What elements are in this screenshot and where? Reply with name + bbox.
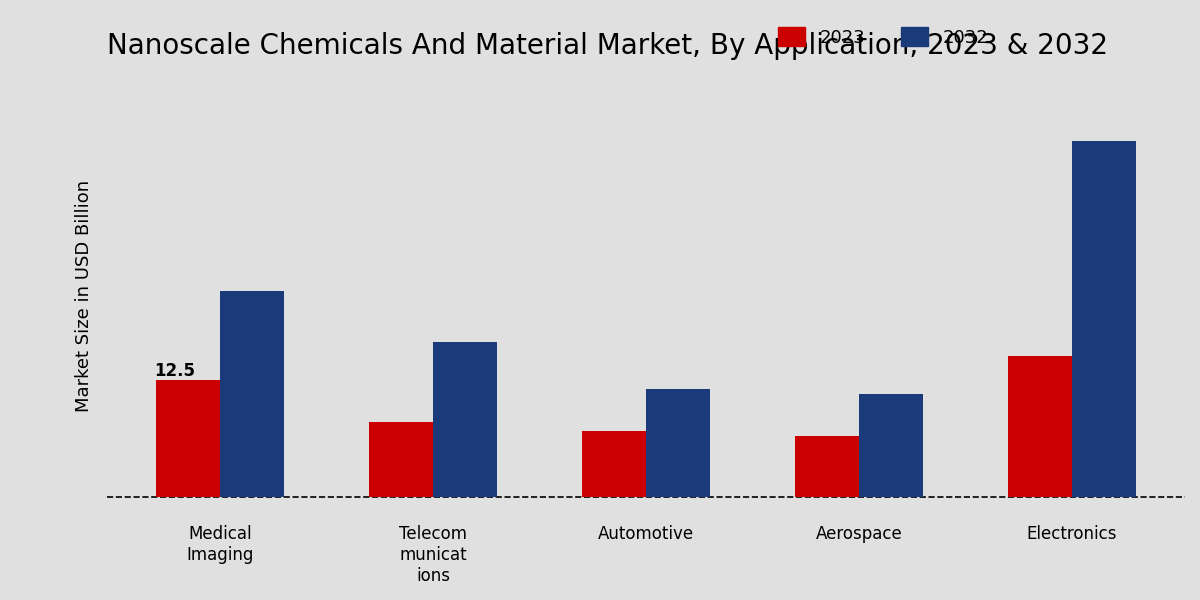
Bar <box>368 422 433 497</box>
Bar <box>796 436 859 497</box>
Y-axis label: Market Size in USD Billion: Market Size in USD Billion <box>74 179 94 412</box>
Text: Nanoscale Chemicals And Material Market, By Application, 2023 & 2032: Nanoscale Chemicals And Material Market,… <box>107 32 1108 61</box>
Text: 12.5: 12.5 <box>155 362 196 380</box>
Bar <box>1072 141 1136 497</box>
Bar <box>220 291 283 497</box>
Legend: 2023, 2032: 2023, 2032 <box>769 18 997 56</box>
Bar <box>433 343 497 497</box>
Bar <box>156 380 220 497</box>
Bar <box>859 394 923 497</box>
Bar <box>582 431 646 497</box>
Bar <box>1008 356 1072 497</box>
Bar <box>646 389 710 497</box>
